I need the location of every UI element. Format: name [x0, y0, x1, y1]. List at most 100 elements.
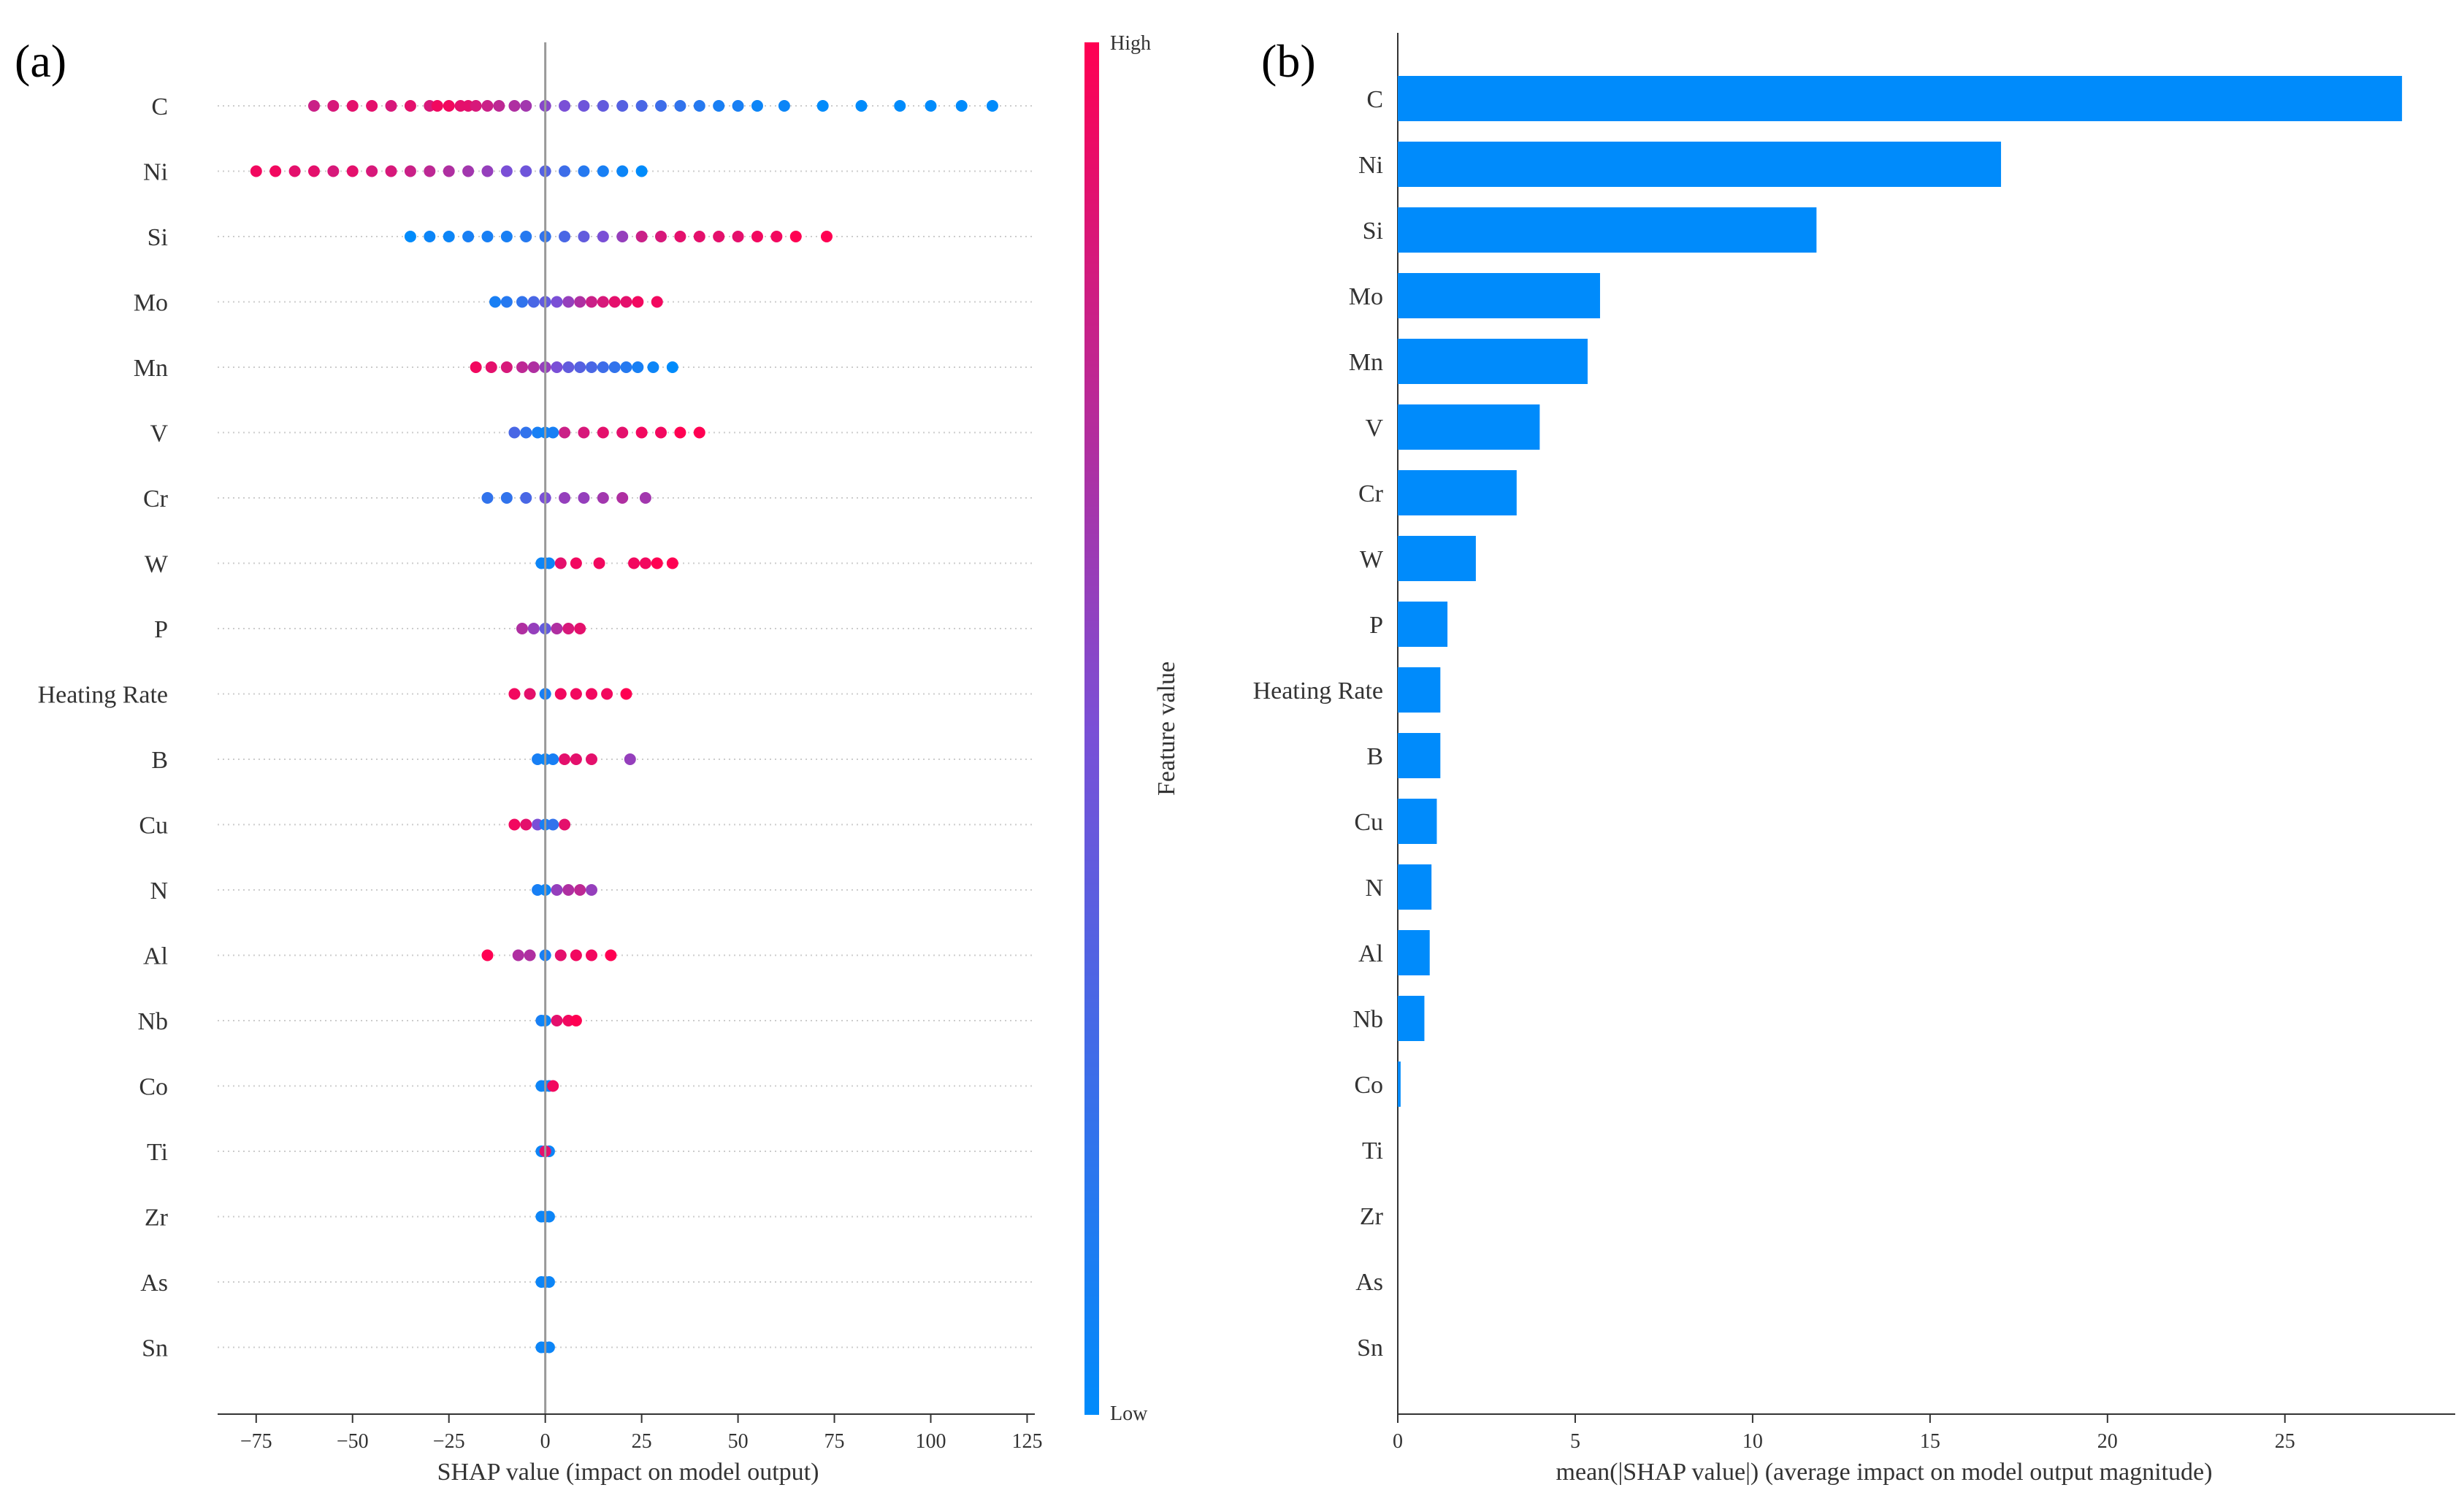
bar-feature-label: Co: [1354, 1072, 1383, 1099]
beeswarm-point: [578, 100, 590, 112]
beeswarm-point: [635, 426, 648, 439]
beeswarm-point: [778, 100, 790, 112]
beeswarm-point: [481, 949, 494, 961]
bar: [1398, 1062, 1401, 1107]
beeswarm-point: [307, 100, 320, 112]
bar-feature-label: C: [1366, 86, 1383, 113]
beeswarm-feature-label: V: [150, 421, 168, 448]
beeswarm-point: [666, 361, 678, 373]
bar: [1398, 76, 2403, 121]
bar-feature-label: B: [1366, 743, 1383, 770]
beeswarm-point: [520, 818, 532, 831]
beeswarm-point: [789, 231, 802, 242]
bar-x-tick-label: 25: [2275, 1430, 2295, 1453]
beeswarm-x-tick-label: −25: [433, 1430, 465, 1453]
beeswarm-point: [651, 296, 663, 308]
beeswarm-point: [524, 688, 536, 700]
beeswarm-point: [366, 100, 378, 112]
beeswarm-point: [470, 361, 482, 373]
beeswarm-feature-label: W: [145, 551, 169, 578]
beeswarm-point: [616, 100, 629, 112]
colorbar-high-label: High: [1110, 32, 1151, 55]
beeswarm-x-ticks: −75 −50 −25 0 25 50 75 100 125: [240, 1414, 1042, 1453]
colorbar-low-label: Low: [1110, 1402, 1148, 1425]
beeswarm-point: [443, 165, 455, 177]
beeswarm-feature-label: Mo: [134, 290, 168, 317]
beeswarm-point: [470, 100, 482, 112]
beeswarm-point: [516, 296, 528, 308]
beeswarm-point: [559, 231, 571, 242]
beeswarm-x-tick-label: 0: [540, 1430, 551, 1453]
beeswarm-point: [655, 100, 667, 112]
beeswarm-feature-label: B: [151, 747, 168, 774]
beeswarm-point: [489, 296, 502, 308]
beeswarm-point: [601, 688, 613, 700]
beeswarm-point: [547, 1080, 559, 1092]
bar-x-tick-label: 0: [1393, 1430, 1403, 1453]
bar-feature-label: Al: [1358, 940, 1383, 967]
beeswarm-point: [520, 165, 532, 177]
bar-feature-label: P: [1369, 612, 1383, 639]
beeswarm-x-tick-label: 50: [728, 1430, 749, 1453]
bar: [1398, 864, 1432, 910]
beeswarm-point: [585, 753, 597, 765]
beeswarm-x-axis-title: SHAP value (impact on model output): [437, 1459, 819, 1486]
beeswarm-point: [820, 231, 833, 242]
beeswarm-point: [628, 557, 640, 569]
beeswarm-point: [597, 231, 609, 242]
beeswarm-point: [520, 100, 532, 112]
bar-feature-label: Ti: [1362, 1137, 1383, 1164]
beeswarm-point: [635, 100, 648, 112]
bar-x-axis-title: mean(|SHAP value|) (average impact on mo…: [1556, 1459, 2213, 1486]
bar-feature-label: Zr: [1360, 1203, 1384, 1230]
beeswarm-point: [770, 231, 783, 242]
beeswarm-point: [500, 165, 513, 177]
beeswarm-point: [585, 688, 597, 700]
panel-b-label: (b): [1261, 35, 1316, 87]
beeswarm-point: [516, 623, 528, 634]
bar: [1398, 273, 1600, 318]
bar: [1398, 996, 1425, 1041]
beeswarm-feature-label: Heating Rate: [38, 682, 168, 709]
beeswarm-point: [593, 557, 605, 569]
bar-feature-label: As: [1355, 1269, 1383, 1296]
bar: [1398, 667, 1441, 713]
beeswarm-x-tick-label: −75: [240, 1430, 272, 1453]
beeswarm-point: [925, 100, 937, 112]
beeswarm-point: [562, 623, 575, 634]
beeswarm-point: [855, 100, 868, 112]
beeswarm-feature-label: P: [154, 616, 168, 643]
beeswarm-point: [520, 231, 532, 242]
beeswarm-feature-label: Sn: [142, 1335, 168, 1362]
beeswarm-point: [520, 426, 532, 439]
beeswarm-point: [508, 426, 521, 439]
beeswarm-point: [674, 426, 686, 439]
bar-feature-label: N: [1365, 875, 1383, 902]
beeswarm-point: [527, 361, 540, 373]
bar-feature-label: V: [1365, 415, 1383, 442]
beeswarm-x-tick-label: 100: [915, 1430, 946, 1453]
beeswarm-point: [520, 492, 532, 504]
beeswarm-point: [327, 165, 340, 177]
beeswarm-feature-label: Nb: [137, 1008, 168, 1035]
beeswarm-point: [500, 361, 513, 373]
colorbar-title: Feature value: [1153, 661, 1180, 796]
beeswarm-point: [462, 231, 475, 242]
beeswarm-feature-label: Ti: [147, 1139, 168, 1166]
bar-feature-label: Heating Rate: [1253, 677, 1383, 705]
bar-feature-label: Mn: [1349, 349, 1383, 376]
beeswarm-point: [554, 688, 567, 700]
bar-feature-label: Ni: [1358, 152, 1383, 179]
beeswarm-x-tick-label: 75: [824, 1430, 845, 1453]
beeswarm-point: [616, 165, 629, 177]
beeswarm-point: [570, 688, 582, 700]
beeswarm-point: [585, 949, 597, 961]
bar: [1398, 339, 1588, 384]
beeswarm-point: [512, 949, 524, 961]
beeswarm-point: [493, 100, 505, 112]
beeswarm-point: [674, 100, 686, 112]
beeswarm-feature-label: C: [151, 93, 168, 120]
beeswarm-point: [385, 100, 397, 112]
beeswarm-point: [624, 753, 636, 765]
beeswarm-point: [693, 426, 705, 439]
